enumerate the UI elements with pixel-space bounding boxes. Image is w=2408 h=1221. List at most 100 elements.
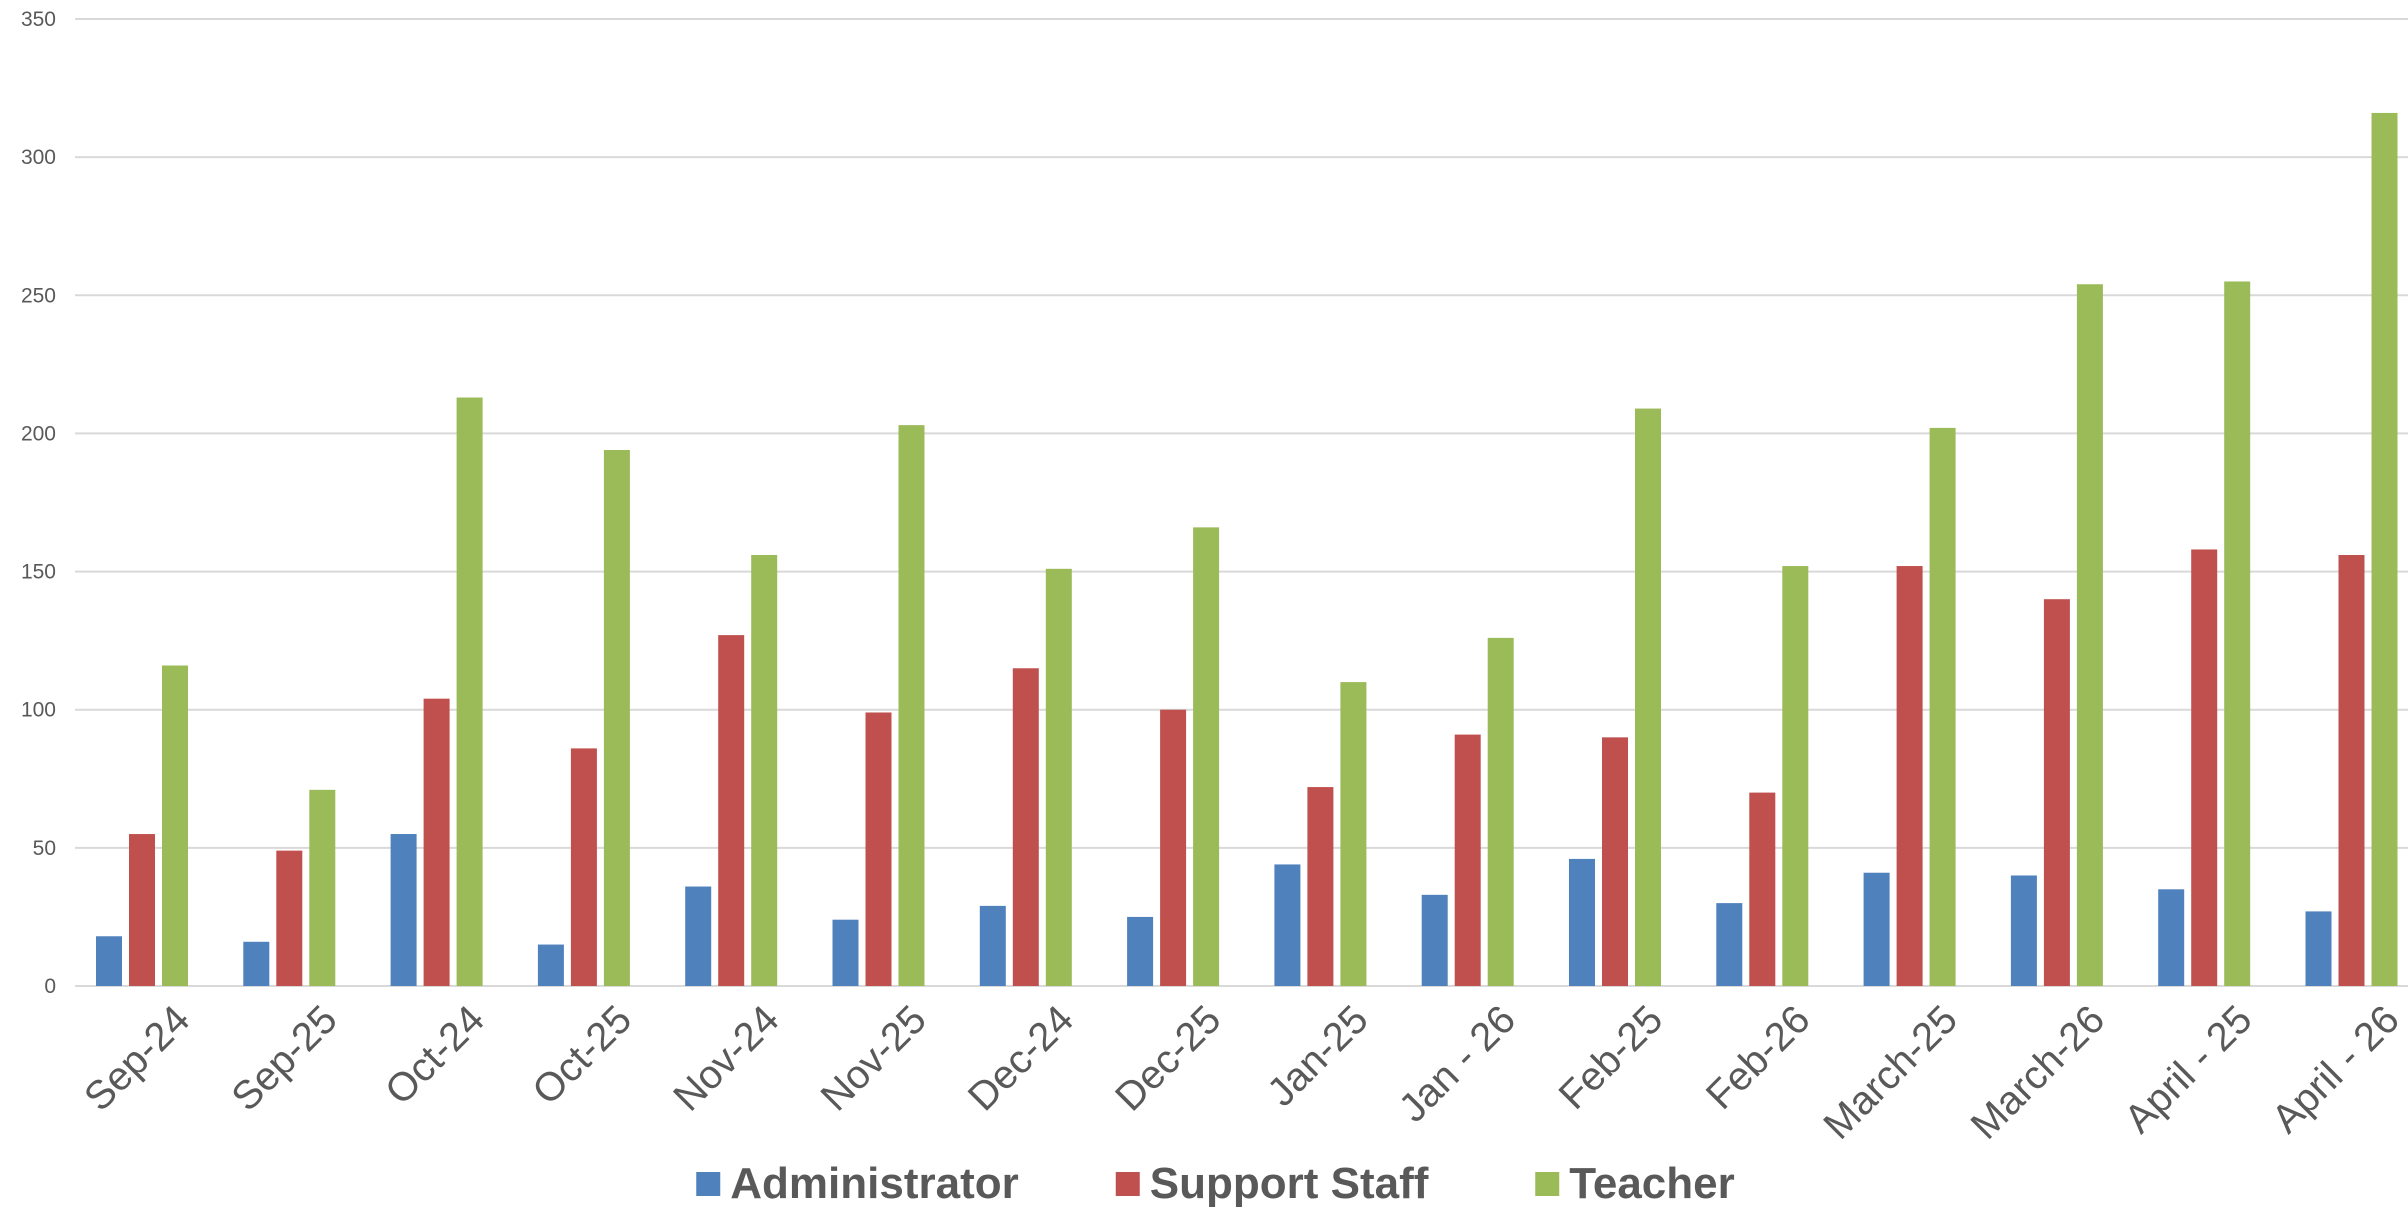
- bar-teacher: [309, 789, 336, 986]
- x-tick-label: Nov-24: [665, 997, 787, 1119]
- bar-group: [832, 425, 925, 986]
- bar-administrator: [1716, 903, 1743, 986]
- bar-group: [1421, 637, 1514, 986]
- y-tick-label: 200: [21, 422, 56, 445]
- bar-administrator: [685, 886, 712, 986]
- legend-swatch: [1115, 1172, 1140, 1196]
- bar-administrator: [1569, 858, 1595, 986]
- bar-administrator: [537, 944, 564, 986]
- bar-support-staff: [1602, 737, 1628, 986]
- bar-administrator: [1421, 894, 1448, 986]
- y-tick-label: 0: [44, 975, 56, 998]
- bar-group: [537, 450, 630, 986]
- bar-support-staff: [1160, 709, 1187, 986]
- bar-group: [243, 789, 336, 986]
- bar-administrator: [1127, 916, 1154, 986]
- bar-support-staff: [1012, 668, 1039, 986]
- bar-teacher: [456, 397, 483, 986]
- bar-administrator: [2305, 911, 2332, 986]
- bar-administrator: [2010, 875, 2037, 986]
- bar-support-staff: [718, 635, 745, 986]
- legend-label: Administrator: [730, 1159, 1018, 1208]
- x-tick-label: Oct-25: [524, 997, 640, 1113]
- y-axis-ticks: 0 50 100 150 200 250 300 350: [21, 8, 56, 998]
- bar-group: [979, 568, 1072, 986]
- bar-group: [96, 665, 188, 986]
- legend-item-administrator: Administrator: [696, 1159, 1019, 1208]
- bar-teacher: [1929, 427, 1956, 987]
- bar-support-staff: [1749, 792, 1776, 986]
- bar-teacher: [2076, 284, 2103, 987]
- x-tick-label: Sep-25: [223, 997, 345, 1119]
- y-tick-label: 350: [21, 8, 56, 31]
- x-tick-label: March-26: [1963, 997, 2114, 1148]
- bar-teacher: [751, 554, 778, 986]
- x-tick-label: April - 25: [2116, 997, 2260, 1141]
- bar-group: [2010, 284, 2103, 987]
- bar-teacher: [162, 665, 188, 986]
- legend-swatch: [1535, 1172, 1560, 1196]
- x-tick-label: Sep-24: [76, 997, 198, 1119]
- bar-teacher: [1193, 527, 1220, 986]
- x-tick-label: Nov-25: [813, 997, 935, 1119]
- bar-support-staff: [1896, 566, 1923, 986]
- x-tick-label: Dec-25: [1107, 997, 1229, 1119]
- x-tick-label: Jan - 26: [1391, 997, 1524, 1130]
- bar-teacher: [1782, 566, 1809, 986]
- bar-administrator: [979, 905, 1006, 986]
- bar-support-staff: [2191, 549, 2218, 986]
- bar-group: [1716, 566, 1809, 986]
- x-tick-label: Feb-25: [1551, 997, 1672, 1118]
- bar-support-staff: [1454, 734, 1481, 986]
- bar-group: [2305, 112, 2398, 987]
- bar-administrator: [243, 941, 270, 986]
- legend-item-support-staff: Support Staff: [1115, 1159, 1429, 1208]
- bar-administrator: [390, 834, 417, 986]
- bar-support-staff: [570, 748, 597, 986]
- bar-support-staff: [865, 712, 892, 986]
- x-axis-ticks: Sep-24 Sep-25 Oct-24 Oct-25 Nov-24 Nov-25 Dec-…: [76, 997, 2408, 1148]
- bar-administrator: [832, 919, 859, 986]
- bar-administrator: [1863, 872, 1890, 986]
- bar-administrator: [2158, 889, 2185, 986]
- bar-administrator: [1274, 864, 1301, 986]
- legend-swatch: [696, 1172, 721, 1196]
- bar-group: [2158, 281, 2251, 986]
- y-tick-label: 150: [21, 561, 56, 584]
- legend-item-teacher: Teacher: [1535, 1159, 1735, 1208]
- bar-teacher: [1340, 682, 1367, 986]
- bar-group: [390, 397, 483, 986]
- bar-support-staff: [1307, 787, 1334, 986]
- y-tick-label: 250: [21, 284, 56, 307]
- bar-group: [1569, 408, 1661, 986]
- bar-support-staff: [2043, 599, 2070, 986]
- bar-teacher: [898, 425, 925, 986]
- legend: Administrator Support Staff Teacher: [696, 1159, 1735, 1208]
- bar-teacher: [1045, 568, 1072, 986]
- y-tick-label: 100: [21, 699, 56, 722]
- legend-label: Teacher: [1569, 1159, 1735, 1208]
- bar-teacher: [603, 450, 630, 986]
- bar-teacher: [2224, 281, 2251, 986]
- legend-label: Support Staff: [1150, 1159, 1429, 1208]
- bar-teacher: [1635, 408, 1661, 986]
- y-tick-label: 300: [21, 146, 56, 169]
- bar-teacher: [2371, 112, 2398, 987]
- x-tick-label: Jan-25: [1259, 997, 1377, 1115]
- x-tick-label: Oct-24: [377, 997, 493, 1113]
- bar-support-staff: [2338, 554, 2365, 986]
- bar-support-staff: [129, 834, 155, 986]
- x-tick-label: March-25: [1815, 997, 1966, 1148]
- bar-administrator: [96, 936, 122, 986]
- bar-group: [1274, 682, 1367, 986]
- bar-support-staff: [276, 850, 303, 986]
- bar-group: [1127, 527, 1220, 986]
- bars: [96, 112, 2398, 987]
- bar-group: [1863, 427, 1956, 987]
- x-tick-label: Feb-26: [1698, 997, 1819, 1118]
- y-tick-label: 50: [33, 837, 56, 860]
- bar-support-staff: [423, 698, 450, 986]
- x-tick-label: Dec-24: [960, 997, 1082, 1119]
